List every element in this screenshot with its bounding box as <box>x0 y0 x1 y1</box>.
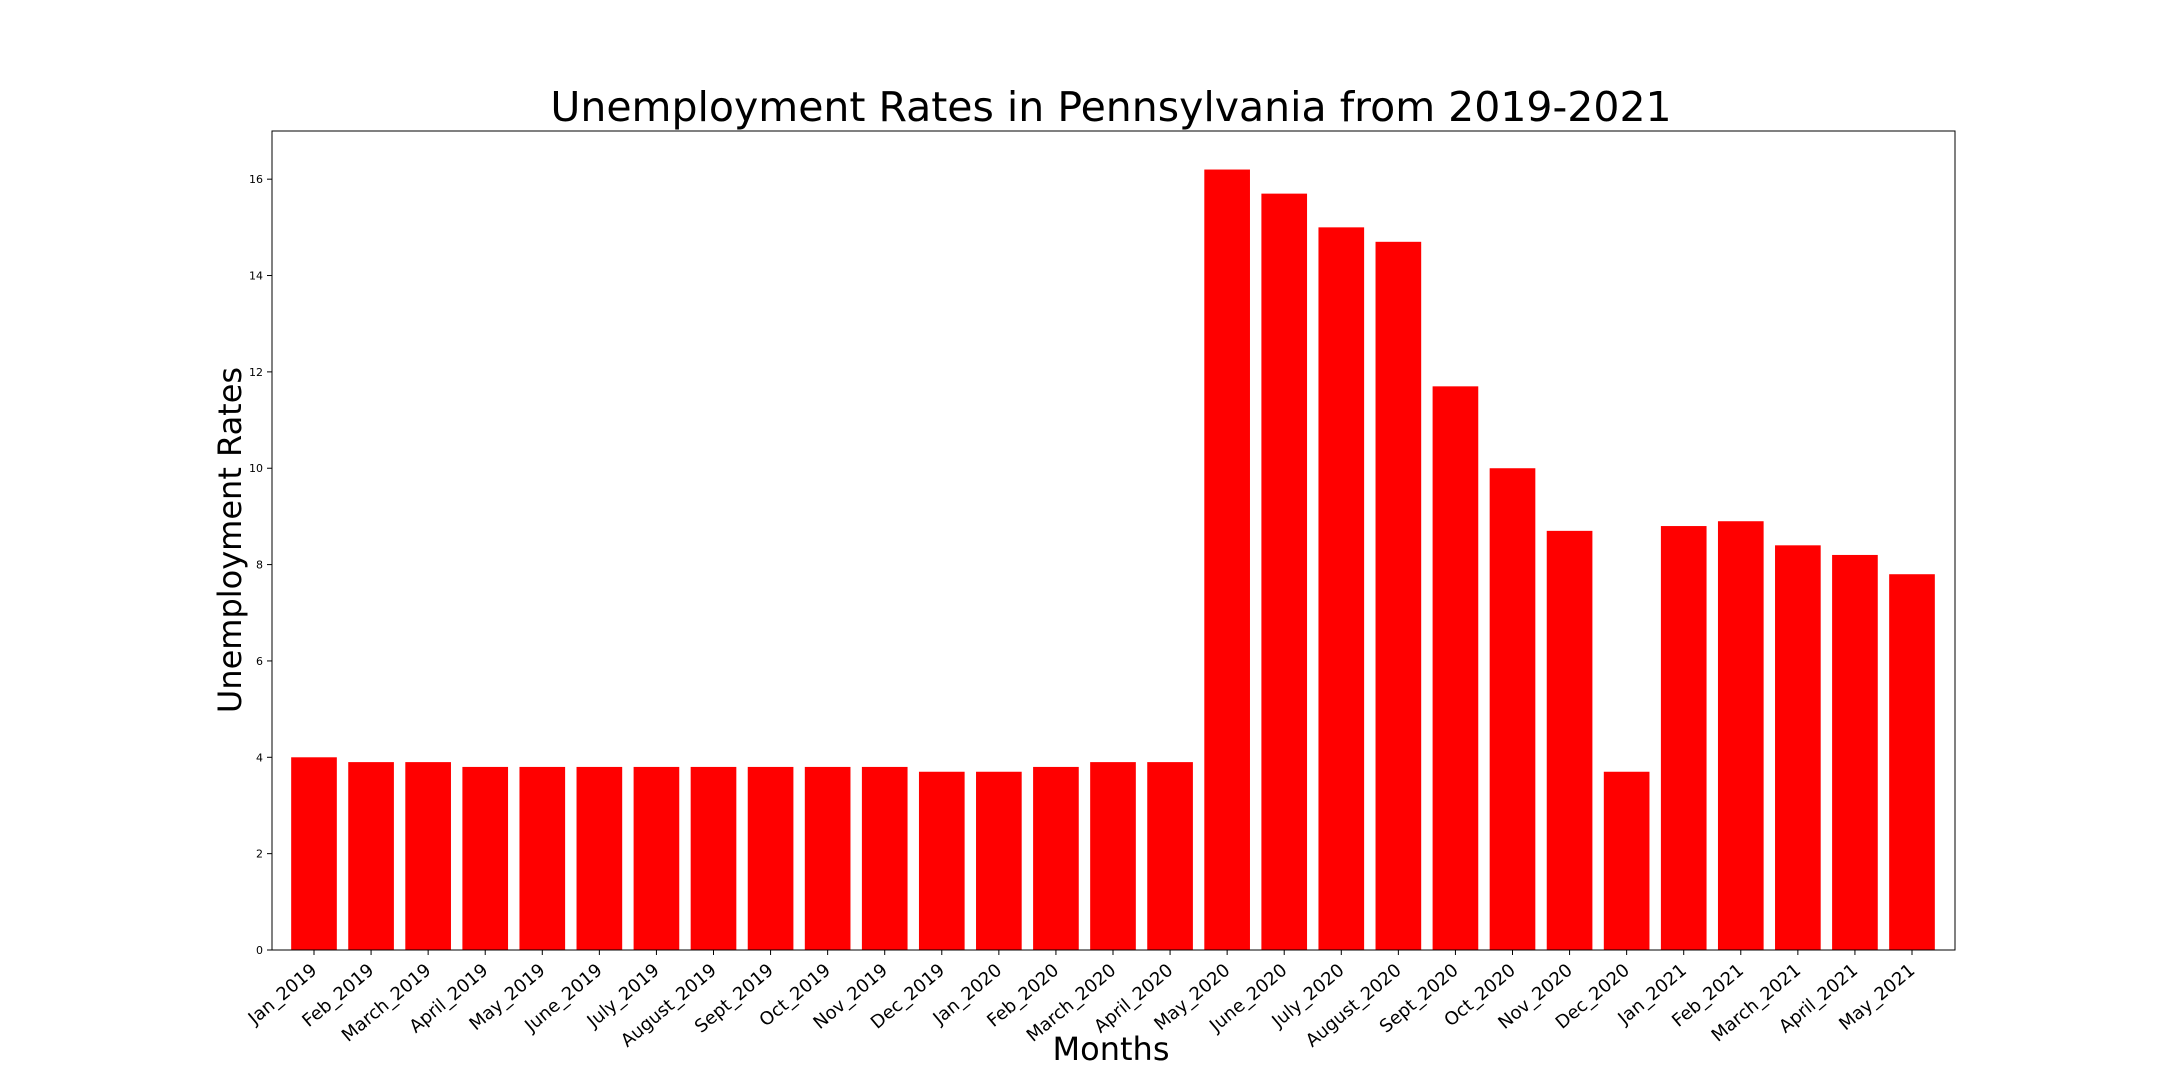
bar-Jan_2019 <box>291 757 337 950</box>
y-tick-label: 6 <box>256 655 263 668</box>
y-tick-label: 4 <box>256 751 263 764</box>
y-tick-label: 16 <box>249 173 263 186</box>
bar-March_2019 <box>405 762 451 950</box>
bar-August_2020 <box>1375 241 1422 950</box>
bar-May_2020 <box>1204 169 1250 951</box>
bar-April_2021 <box>1832 554 1878 950</box>
bar-May_2019 <box>519 766 566 950</box>
bar-Sept_2019 <box>747 766 794 950</box>
bar-July_2019 <box>633 766 680 950</box>
bar-Oct_2020 <box>1489 468 1536 950</box>
bar-April_2020 <box>1147 762 1193 950</box>
bar-June_2020 <box>1261 193 1308 950</box>
bar-March_2021 <box>1775 545 1821 950</box>
y-tick-label: 12 <box>249 366 263 379</box>
bar-Jan_2021 <box>1660 526 1707 950</box>
bar-Sept_2020 <box>1432 386 1479 951</box>
bar-Nov_2019 <box>861 766 908 950</box>
bar-July_2020 <box>1318 227 1365 951</box>
bar-Jan_2020 <box>976 771 1022 950</box>
bar-Dec_2019 <box>918 771 965 950</box>
bar-August_2019 <box>690 766 737 950</box>
bars-group <box>291 169 1935 951</box>
y-tick-label: 14 <box>249 270 263 283</box>
y-axis-ticks: 0 2 4 6 8 10 12 14 16 <box>249 173 272 957</box>
bar-Feb_2020 <box>1033 766 1079 950</box>
bar-June_2019 <box>576 766 623 950</box>
bar-March_2020 <box>1090 762 1136 950</box>
bar-Feb_2021 <box>1717 521 1764 950</box>
x-axis-label: Months <box>1053 1030 1170 1068</box>
bar-Nov_2020 <box>1546 530 1593 950</box>
bar-April_2019 <box>462 766 509 950</box>
bar-Dec_2020 <box>1603 771 1650 950</box>
bar-Oct_2019 <box>804 766 851 950</box>
bar-May_2021 <box>1889 574 1935 950</box>
y-tick-label: 0 <box>256 944 263 957</box>
y-tick-label: 8 <box>256 559 263 572</box>
bar-Feb_2019 <box>348 762 394 950</box>
y-tick-label: 10 <box>249 462 263 475</box>
y-axis-label: Unemployment Rates <box>211 367 249 713</box>
y-tick-label: 2 <box>256 848 263 861</box>
chart-title: Unemployment Rates in Pennsylvania from … <box>550 83 1671 131</box>
